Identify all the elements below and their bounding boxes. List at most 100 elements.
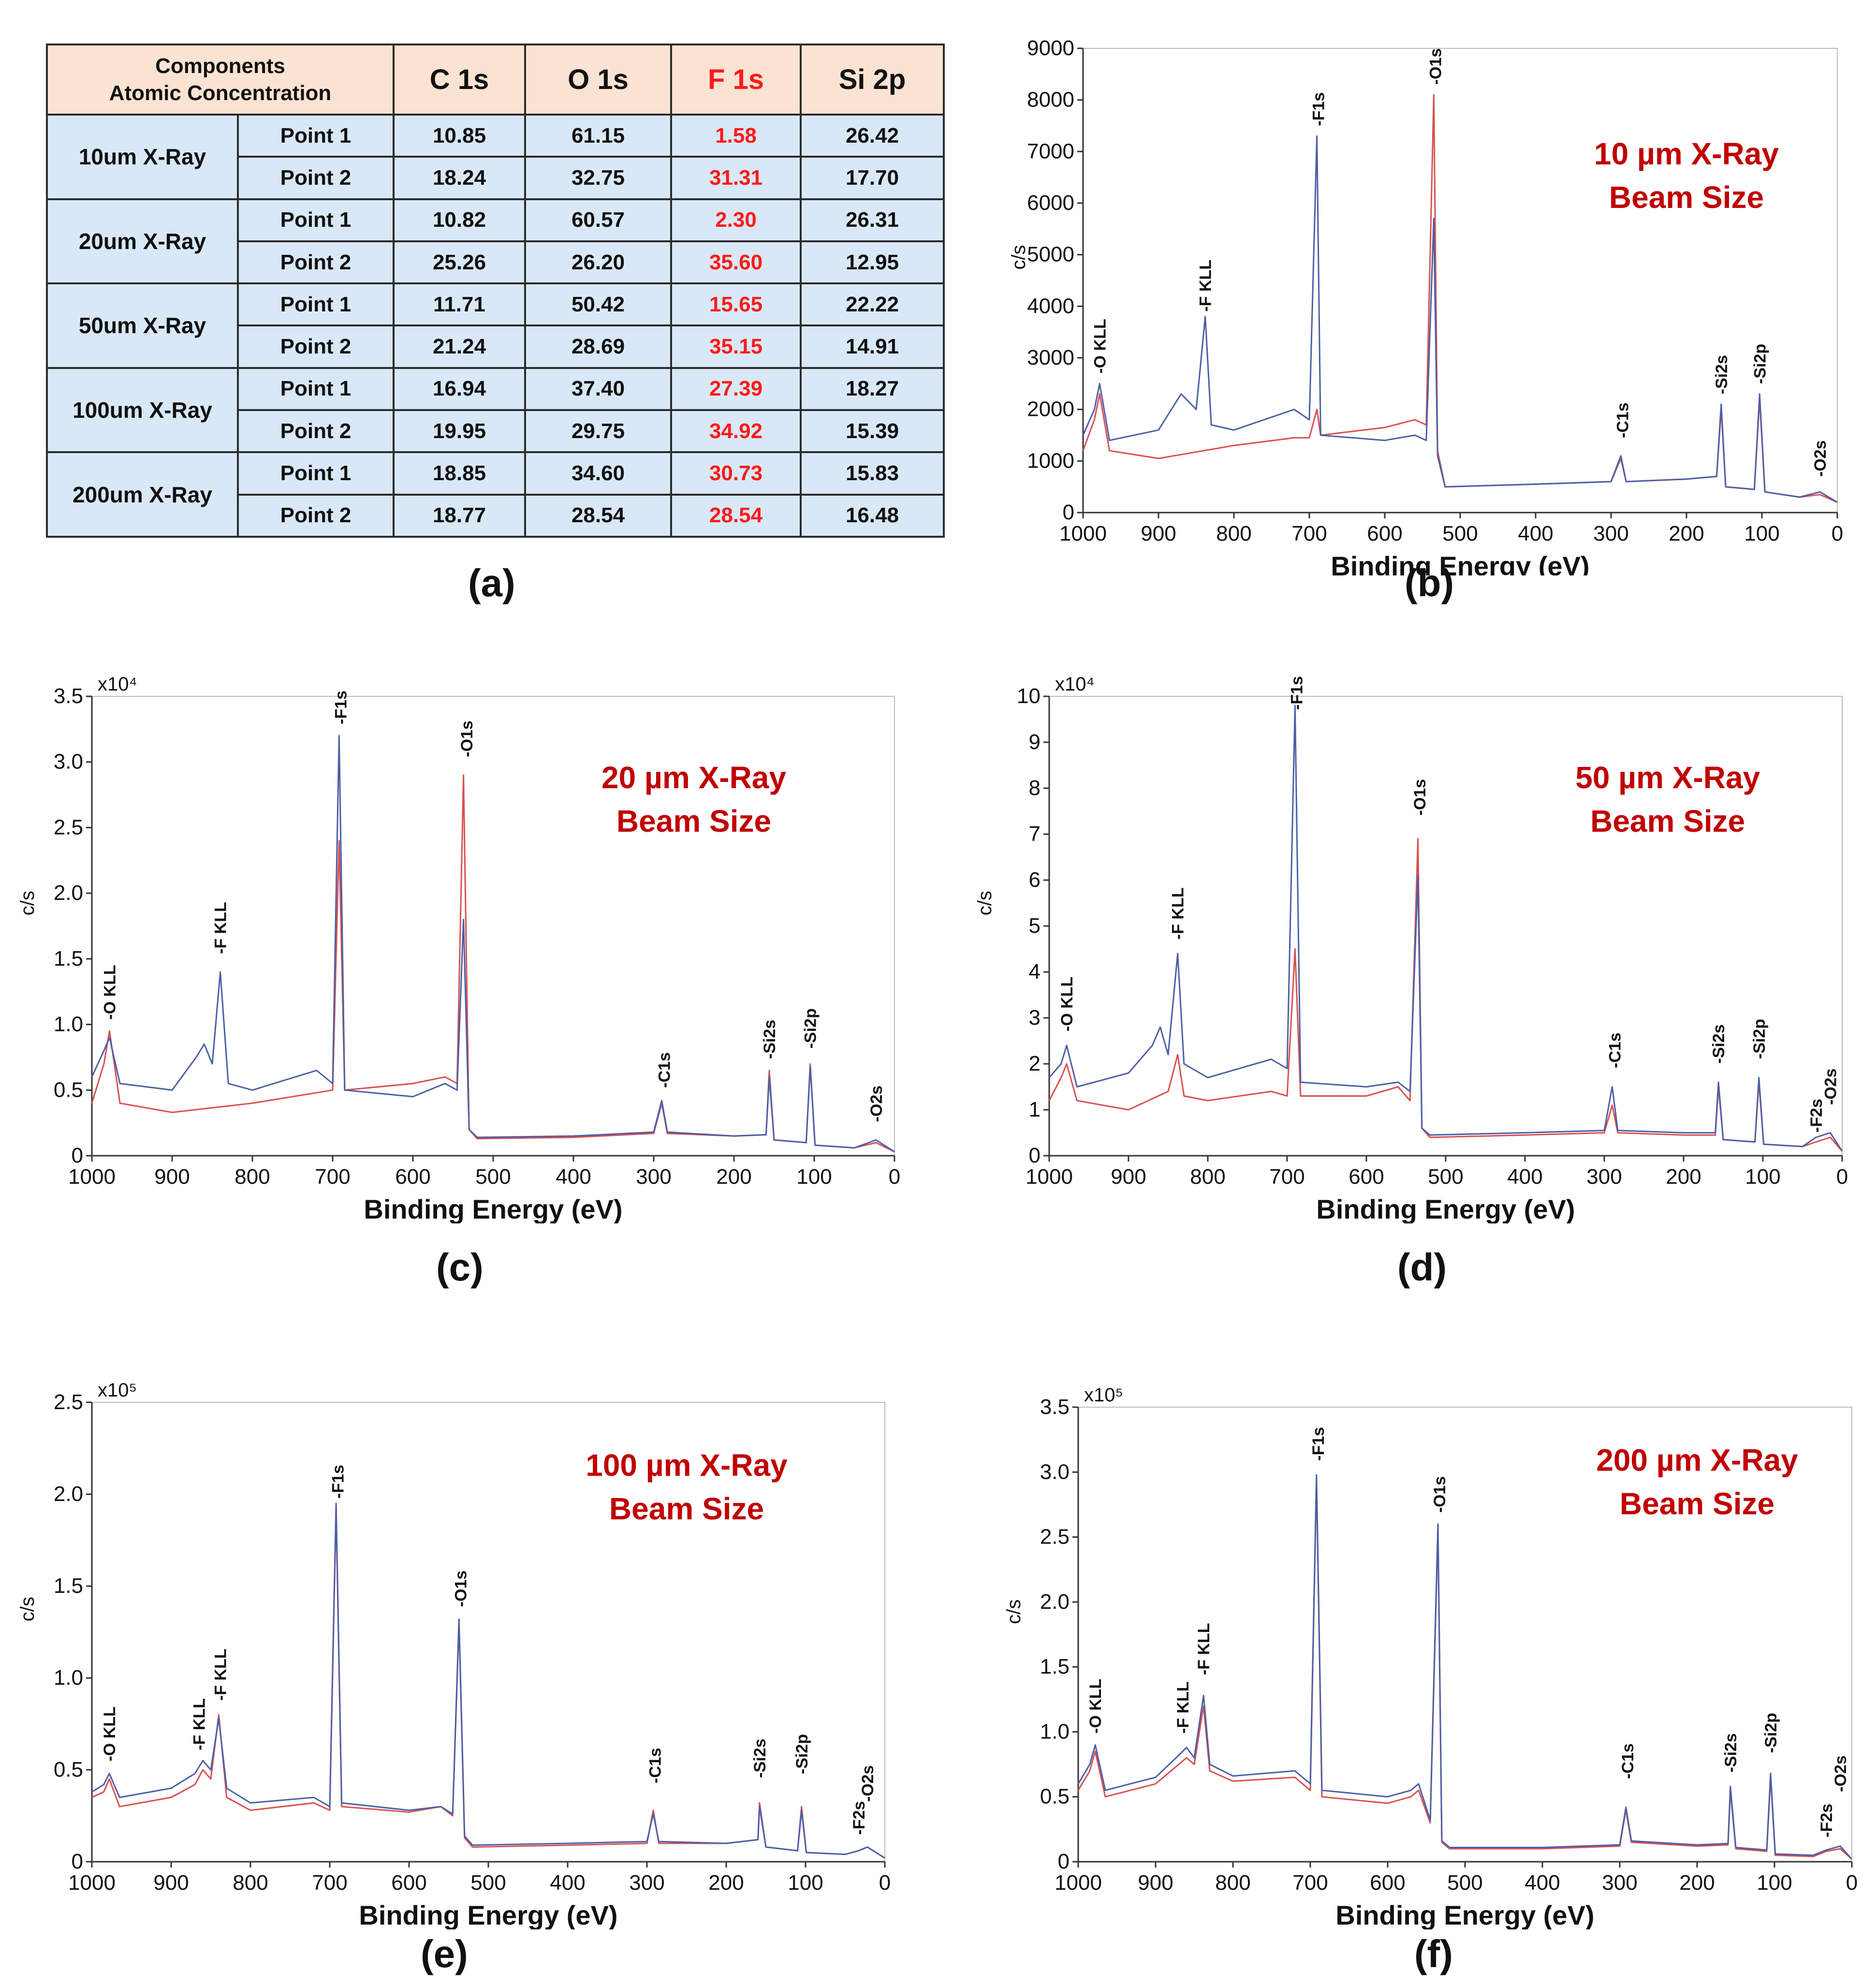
table-row: 200um X-Ray Point 1 18.85 34.60 30.73 15.83: [46, 451, 945, 538]
peak-label: -O1s: [1411, 779, 1429, 816]
peak-label: -O2s: [859, 1765, 877, 1802]
chart-panel-b: 0100020003000400050006000700080009000100…: [1008, 36, 1843, 575]
y-multiplier-label: x10⁵: [98, 1380, 137, 1401]
beam-size-cell: 20um X-Ray: [46, 198, 239, 285]
series-line-point-2: [91, 1502, 885, 1859]
point-cell: Point 1: [236, 451, 395, 496]
x-tick-label: 100: [788, 1871, 823, 1895]
chart-title-line1: 100 µm X-Ray: [586, 1448, 788, 1483]
y-tick-label: 8000: [1027, 88, 1074, 112]
column-header-c1s: C 1s: [393, 44, 527, 116]
value-cell: 60.57: [524, 198, 673, 242]
y-tick-label: 1.0: [1040, 1720, 1070, 1743]
chart-title-line2: Beam Size: [609, 1491, 764, 1526]
value-cell: 35.60: [670, 240, 802, 285]
value-cell: 25.26: [393, 240, 527, 285]
panel-label-b: (b): [1405, 561, 1454, 604]
column-header-o1s: O 1s: [524, 44, 673, 116]
peak-label: -F2s: [1817, 1804, 1836, 1838]
peak-label: -O1s: [458, 721, 476, 757]
point-cell: Point 2: [236, 493, 395, 538]
y-tick-label: 3: [1029, 1006, 1041, 1030]
y-tick-label: 1000: [1027, 449, 1074, 472]
x-tick-label: 400: [550, 1871, 585, 1895]
series-line-point-2: [91, 735, 895, 1153]
peak-label: -O2s: [867, 1086, 886, 1122]
x-tick-label: 200: [1669, 522, 1704, 545]
panel-label-e: (e): [421, 1932, 468, 1975]
y-tick-label: 2.0: [1040, 1590, 1070, 1614]
peak-label: -O2s: [1821, 1068, 1840, 1105]
value-cell: 10.85: [393, 113, 527, 158]
peak-label: -F KLL: [212, 1648, 230, 1701]
chart-title-line1: 50 µm X-Ray: [1575, 760, 1760, 795]
peak-label: -C1s: [1619, 1743, 1637, 1779]
y-tick-label: 2.0: [54, 881, 83, 905]
beam-size-cell: 50um X-Ray: [46, 282, 239, 369]
y-tick-label: 0.5: [54, 1758, 83, 1781]
x-tick-label: 0: [889, 1165, 900, 1189]
x-tick-label: 300: [1586, 1165, 1622, 1189]
table-row: 10um X-Ray Point 1 10.85 61.15 1.58 26.42: [46, 113, 945, 200]
x-tick-label: 0: [1846, 1871, 1858, 1895]
column-header-f1s: F 1s: [670, 44, 802, 116]
chart-title-line1: 200 µm X-Ray: [1596, 1443, 1798, 1478]
x-tick-label: 900: [1138, 1871, 1173, 1895]
table-row: Point 2 21.24 28.69 35.15 14.91: [47, 324, 945, 369]
peak-label: -C1s: [1613, 402, 1632, 438]
y-tick-label: 0: [72, 1850, 83, 1873]
x-tick-label: 700: [312, 1871, 347, 1895]
value-cell: 28.54: [670, 493, 802, 538]
value-cell: 26.31: [800, 198, 945, 242]
x-tick-label: 900: [154, 1165, 190, 1189]
components-header: Components Atomic Concentration: [45, 44, 395, 116]
value-cell: 30.73: [670, 451, 802, 496]
components-header-line1: Components: [155, 54, 285, 78]
x-tick-label: 600: [395, 1165, 430, 1189]
value-cell: 16.48: [800, 493, 945, 538]
point-cell: Point 1: [236, 113, 395, 158]
series-line-point-2: [1077, 1474, 1853, 1860]
y-tick-label: 0: [1029, 1144, 1041, 1167]
x-axis-label: Binding Energy (eV): [359, 1900, 617, 1929]
value-cell: 11.71: [393, 282, 527, 327]
x-tick-label: 200: [1679, 1871, 1715, 1895]
value-cell: 10.82: [393, 198, 527, 242]
chart-title-line1: 20 µm X-Ray: [601, 760, 786, 795]
value-cell: 34.60: [524, 451, 673, 496]
x-tick-label: 900: [1141, 522, 1176, 545]
panel-label-f: (f): [1414, 1932, 1453, 1975]
y-axis-label: c/s: [1008, 245, 1029, 269]
value-cell: 28.69: [524, 324, 673, 369]
x-tick-label: 200: [1666, 1165, 1701, 1189]
peak-label: -F1s: [1310, 92, 1328, 126]
peak-label: -F1s: [1288, 676, 1306, 710]
y-tick-label: 3000: [1027, 346, 1074, 369]
y-tick-label: 0.5: [1040, 1785, 1070, 1809]
peak-label: -Si2s: [751, 1738, 769, 1778]
value-cell: 37.40: [524, 367, 673, 412]
point-cell: Point 1: [236, 198, 395, 242]
x-tick-label: 800: [1190, 1165, 1225, 1189]
value-cell: 18.85: [393, 451, 527, 496]
point-cell: Point 2: [236, 324, 395, 369]
atomic-concentration-table: Components Atomic Concentration C 1s O 1…: [45, 44, 945, 538]
y-tick-label: 0: [1063, 500, 1074, 524]
peak-label: -Si2p: [1751, 344, 1769, 384]
chart-title-line1: 10 µm X-Ray: [1594, 136, 1779, 171]
y-tick-label: 3.0: [1040, 1460, 1070, 1484]
x-tick-label: 200: [716, 1165, 751, 1189]
y-tick-label: 7: [1029, 822, 1041, 846]
series-line-point-1: [91, 774, 895, 1153]
x-tick-label: 800: [234, 1165, 270, 1189]
x-tick-label: 900: [153, 1871, 189, 1895]
peak-label: -Si2p: [793, 1734, 811, 1774]
peak-label: -Si2s: [1713, 355, 1731, 394]
point-cell: Point 2: [236, 409, 395, 454]
y-tick-label: 4: [1029, 960, 1041, 984]
x-tick-label: 200: [708, 1871, 744, 1895]
x-tick-label: 600: [1370, 1871, 1405, 1895]
y-tick-label: 1.0: [54, 1013, 83, 1036]
value-cell: 19.95: [393, 409, 527, 454]
x-tick-label: 700: [1269, 1165, 1304, 1189]
